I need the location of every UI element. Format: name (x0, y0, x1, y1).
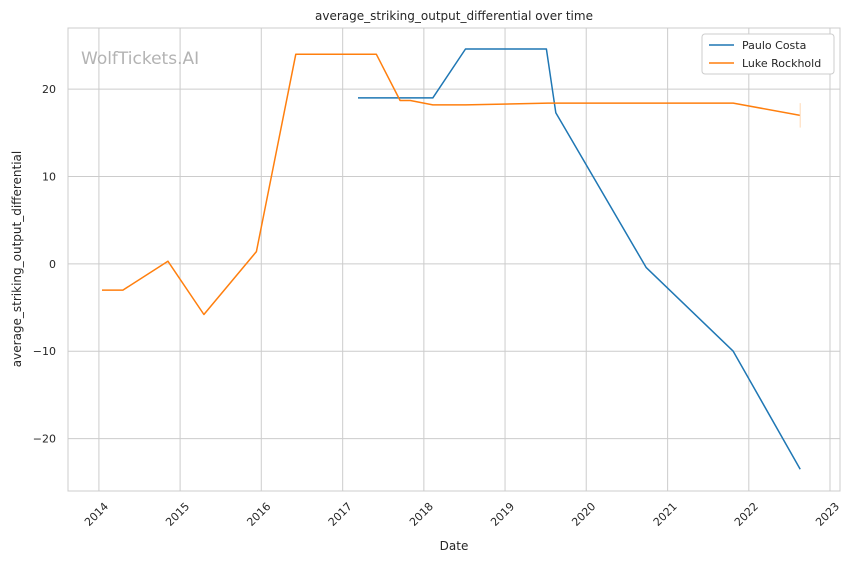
x-tick-label: 2022 (732, 500, 761, 529)
x-tick-label: 2015 (163, 500, 192, 529)
grid (68, 28, 840, 491)
x-tick-label: 2016 (244, 500, 273, 529)
legend-label-luke-rockhold: Luke Rockhold (742, 57, 821, 70)
series-line-luke-rockhold (102, 53, 801, 316)
y-tick-label: 20 (42, 83, 56, 96)
y-axis-ticks: −20 −10 0 10 20 (33, 83, 56, 445)
series-line-paulo-costa (358, 48, 801, 470)
y-tick-label: 10 (42, 171, 56, 184)
chart-title: average_striking_output_differential ove… (315, 9, 593, 23)
watermark: WolfTickets.AI (81, 49, 199, 69)
x-tick-label: 2014 (82, 500, 111, 529)
legend: Paulo Costa Luke Rockhold (701, 33, 835, 75)
x-tick-label: 2023 (813, 500, 842, 529)
x-tick-label: 2021 (651, 500, 680, 529)
y-tick-label: 0 (49, 258, 56, 271)
x-axis-ticks: 2014 2015 2016 2017 2018 2019 2020 2021 2022 2023 (82, 500, 842, 529)
y-tick-label: −20 (33, 433, 56, 446)
plot-area (67, 27, 841, 492)
legend-box (701, 33, 835, 75)
x-tick-label: 2020 (569, 500, 598, 529)
y-tick-label: −10 (33, 345, 56, 358)
x-tick-label: 2017 (326, 500, 355, 529)
legend-label-paulo-costa: Paulo Costa (742, 39, 806, 52)
series-layer (102, 48, 801, 470)
x-axis-title: Date (440, 539, 469, 553)
x-tick-label: 2018 (407, 500, 436, 529)
y-axis-title: average_striking_output_differential (10, 151, 24, 367)
x-tick-label: 2019 (488, 500, 517, 529)
